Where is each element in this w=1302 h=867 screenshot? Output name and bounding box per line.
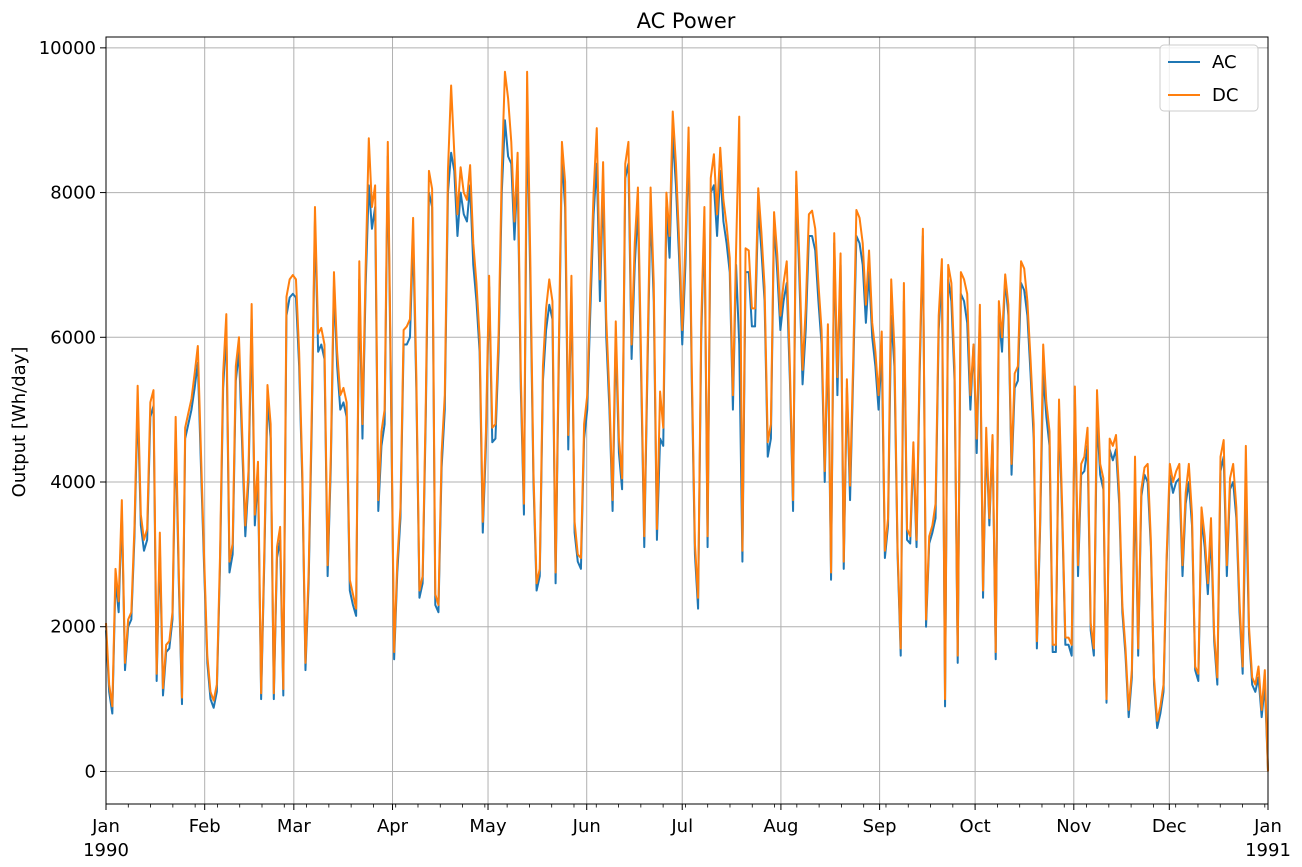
legend-label-dc: DC bbox=[1212, 85, 1238, 106]
legend-label-ac: AC bbox=[1212, 52, 1237, 73]
x-tick-label: Mar bbox=[277, 816, 312, 837]
y-tick-label: 4000 bbox=[50, 472, 96, 493]
y-tick-label: 2000 bbox=[50, 617, 96, 638]
x-tick-label: Jan bbox=[91, 816, 120, 837]
y-axis-label: Output [Wh/day] bbox=[9, 347, 30, 498]
x-tick-label: Oct bbox=[960, 816, 991, 837]
y-tick-label: 10000 bbox=[39, 38, 96, 59]
plot-frame bbox=[105, 36, 1269, 805]
x-tick-label: Sep bbox=[863, 816, 897, 837]
x-tick-label: May bbox=[469, 816, 507, 837]
chart-title: AC Power bbox=[637, 9, 736, 33]
legend: AC DC bbox=[1159, 44, 1259, 112]
y-tick-label: 0 bbox=[85, 761, 96, 782]
x-tick-label: Jan bbox=[1253, 816, 1282, 837]
x-year-label: 1991 bbox=[1245, 840, 1291, 861]
x-tick-label: Jul bbox=[670, 816, 693, 837]
series-layer bbox=[105, 70, 1269, 772]
x-tick-label: Jun bbox=[572, 816, 601, 837]
x-tick-label: Feb bbox=[189, 816, 221, 837]
legend-box bbox=[1159, 44, 1259, 112]
x-tick-label: Dec bbox=[1152, 816, 1187, 837]
x-tick-label: Aug bbox=[763, 816, 798, 837]
x-tick-label: Apr bbox=[377, 816, 409, 837]
x-tick-label: Nov bbox=[1056, 816, 1091, 837]
y-tick-label: 8000 bbox=[50, 183, 96, 204]
axis-ticks: Jan Feb Mar Apr May Jun Jul Aug Sep Oct Nov Dec Jan 1… bbox=[39, 38, 1291, 861]
series-line-dc bbox=[105, 70, 1269, 772]
y-tick-label: 6000 bbox=[50, 327, 96, 348]
x-year-label: 1990 bbox=[83, 840, 129, 861]
